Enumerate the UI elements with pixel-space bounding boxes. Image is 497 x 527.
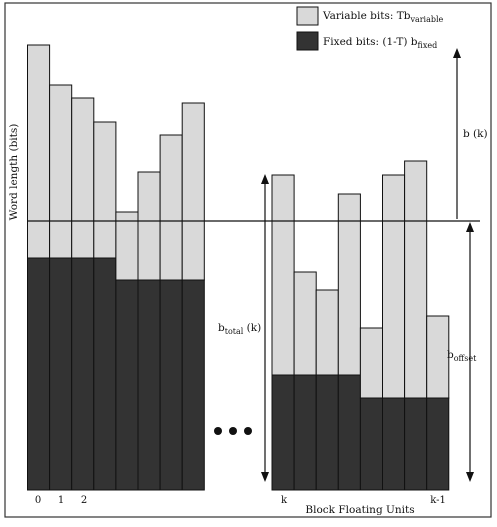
legend-label-fixed: Fixed bits: (1-T) bfixed bbox=[323, 36, 437, 50]
bk-arrow bbox=[453, 48, 461, 219]
left-bar-fixed-segment bbox=[49, 257, 73, 491]
right-bar-fixed-segment bbox=[359, 397, 383, 491]
left-bar-variable-segment bbox=[27, 44, 51, 259]
left-bar-fixed-segment bbox=[137, 279, 161, 491]
btotal-label: btotal (k) bbox=[218, 322, 261, 336]
ellipsis-dot bbox=[229, 427, 237, 435]
bk-label: b (k) bbox=[463, 128, 488, 140]
right-bar-fixed-segment bbox=[404, 397, 428, 491]
right-bar-fixed-segment bbox=[426, 397, 450, 491]
left-bar-variable-segment bbox=[181, 102, 205, 281]
right-bar-variable-segment bbox=[404, 160, 428, 399]
right-bar-variable-segment bbox=[382, 174, 406, 399]
legend-swatch-variable bbox=[296, 6, 319, 26]
frame bbox=[4, 2, 492, 518]
right-bar-fixed-segment bbox=[293, 374, 317, 491]
left-bar-fixed-segment bbox=[115, 279, 139, 491]
right-bar-variable-segment bbox=[293, 271, 317, 376]
right-bar-variable-segment bbox=[359, 327, 383, 399]
boffset-arrow bbox=[466, 222, 474, 482]
ellipsis-dot bbox=[244, 427, 252, 435]
tick-label-k-1: k-1 bbox=[430, 495, 446, 506]
bars-group bbox=[27, 44, 450, 491]
bk-arrow-head bbox=[453, 48, 461, 58]
btotal-arrow bbox=[261, 174, 269, 482]
x-axis-label: Block Floating Units bbox=[305, 504, 414, 516]
right-bar-fixed-segment bbox=[271, 374, 295, 491]
boffset-arrow-head-top bbox=[466, 222, 474, 232]
left-bar-fixed-segment bbox=[159, 279, 183, 491]
right-bar-variable-segment bbox=[271, 174, 295, 376]
legend-label-variable: Variable bits: Tbvariable bbox=[322, 10, 444, 24]
boffset-label: boffset bbox=[447, 349, 477, 363]
left-bar-variable-segment bbox=[137, 171, 161, 281]
tick-label-k: k bbox=[281, 495, 288, 506]
right-bar-fixed-segment bbox=[337, 374, 361, 491]
left-bar-fixed-segment bbox=[93, 257, 117, 491]
ellipsis bbox=[214, 427, 252, 435]
y-axis-label: Word length (bits) bbox=[8, 124, 20, 221]
left-bar-variable-segment bbox=[115, 211, 139, 281]
left-bar-variable-segment bbox=[159, 134, 183, 281]
legend-swatch-fixed bbox=[296, 31, 319, 51]
tick-label-2: 2 bbox=[81, 495, 87, 506]
right-bar-fixed-segment bbox=[382, 397, 406, 491]
btotal-arrow-head-bottom bbox=[261, 472, 269, 482]
left-bar-variable-segment bbox=[93, 121, 117, 259]
left-bar-fixed-segment bbox=[181, 279, 205, 491]
btotal-arrow-head-top bbox=[261, 174, 269, 184]
tick-label-0: 0 bbox=[35, 495, 41, 506]
right-bar-variable-segment bbox=[315, 289, 339, 376]
left-bar-variable-segment bbox=[49, 84, 73, 259]
left-bar-fixed-segment bbox=[27, 257, 51, 491]
tick-label-1: 1 bbox=[58, 495, 64, 506]
ellipsis-dot bbox=[214, 427, 222, 435]
right-bar-fixed-segment bbox=[315, 374, 339, 491]
left-bar-fixed-segment bbox=[71, 257, 95, 491]
right-bar-variable-segment bbox=[426, 315, 450, 399]
left-bar-variable-segment bbox=[71, 97, 95, 259]
boffset-arrow-head-bottom bbox=[466, 472, 474, 482]
